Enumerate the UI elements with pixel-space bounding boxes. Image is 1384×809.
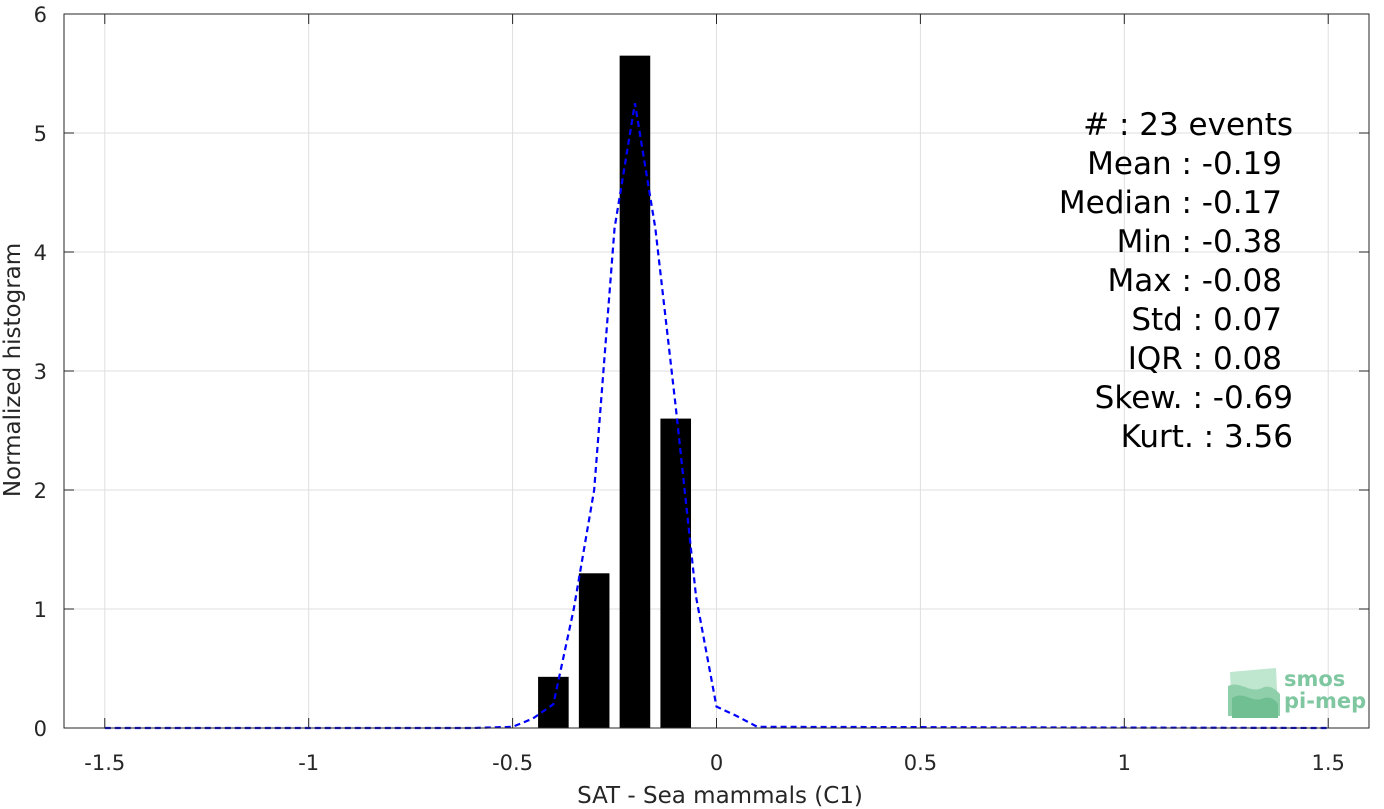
- stat-line: Median : -0.17: [1059, 185, 1282, 221]
- stat-line: Max : -0.08: [1108, 263, 1282, 299]
- histogram-bar: [619, 55, 651, 728]
- y-tick-label: 3: [34, 360, 47, 384]
- x-axis-label: SAT - Sea mammals (C1): [577, 783, 863, 809]
- stat-line: Min : -0.38: [1117, 224, 1282, 260]
- tick-labels: -1.5 -1 -0.5 0 0.5 1 1.5 0 1 2 3 4 5 6: [34, 3, 1345, 775]
- x-tick-label: -1.5: [84, 751, 125, 775]
- x-tick-label: -0.5: [492, 751, 533, 775]
- fit-curve: [104, 103, 1329, 730]
- histogram-bars: [538, 55, 692, 728]
- histogram-bar: [538, 676, 569, 728]
- x-tick-label: 1: [1118, 751, 1131, 775]
- stat-line: # : 23 events: [1083, 107, 1293, 143]
- y-tick-label: 6: [34, 3, 47, 27]
- axes: [63, 13, 1370, 729]
- x-tick-label: -1: [298, 751, 319, 775]
- y-axis-label: Normalized histogram: [0, 243, 26, 497]
- stat-line: Skew. : -0.69: [1095, 380, 1293, 416]
- x-tick-label: 0: [710, 751, 723, 775]
- stat-line: IQR : 0.08: [1128, 341, 1282, 377]
- stat-line: Std : 0.07: [1131, 302, 1282, 338]
- histogram-bar: [660, 418, 692, 728]
- stat-line: Kurt. : 3.56: [1121, 419, 1293, 455]
- y-tick-label: 5: [34, 122, 47, 146]
- logo-line1: smos: [1284, 667, 1345, 691]
- y-tick-label: 1: [34, 598, 47, 622]
- y-tick-label: 4: [34, 241, 47, 265]
- logo-line2: pi-mep: [1284, 689, 1366, 713]
- fit-curve-line: [104, 103, 1329, 730]
- smos-pi-mep-logo: smos pi-mep: [1228, 667, 1366, 718]
- y-tick-label: 0: [34, 717, 47, 741]
- x-tick-label: 0.5: [904, 751, 937, 775]
- y-tick-label: 2: [34, 479, 47, 503]
- wave-icon: [1228, 668, 1280, 718]
- histogram-bar: [578, 573, 610, 728]
- stat-line: Mean : -0.19: [1087, 146, 1282, 182]
- x-tick-label: 1.5: [1312, 751, 1345, 775]
